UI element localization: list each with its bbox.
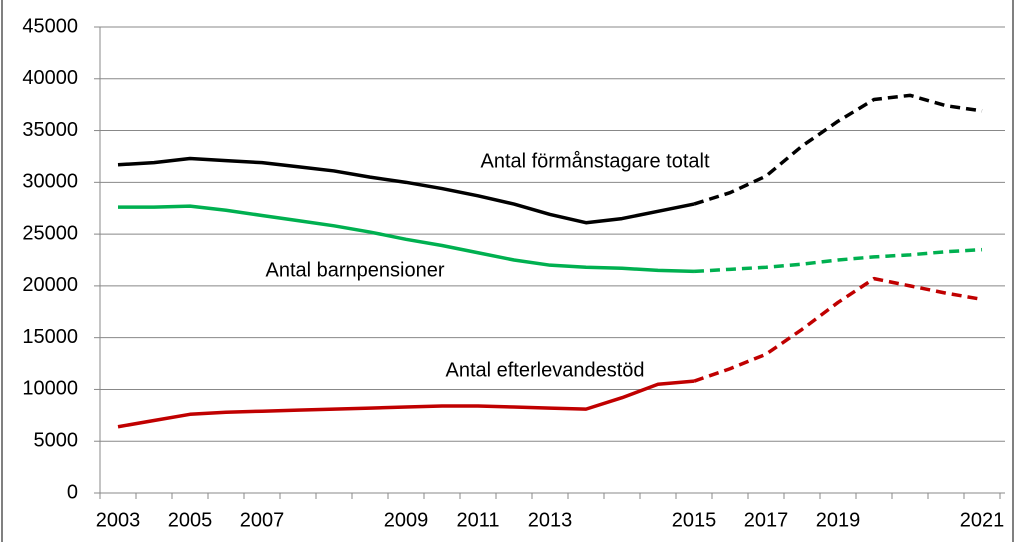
y-tick-label: 10000 <box>22 378 78 400</box>
y-tick-label: 35000 <box>22 119 78 141</box>
x-tick-label: 2021 <box>960 509 1005 531</box>
x-tick-label: 2011 <box>456 509 499 531</box>
y-tick-label: 20000 <box>22 274 78 296</box>
x-tick-label: 2013 <box>528 509 573 531</box>
x-tick-label: 2019 <box>816 509 861 531</box>
series-line <box>117 379 695 429</box>
series-line <box>693 247 983 274</box>
x-tick-label: 2015 <box>672 509 717 531</box>
y-tick-label: 15000 <box>22 326 78 348</box>
x-tick-label: 2017 <box>744 509 789 531</box>
series-line <box>693 93 983 206</box>
series-line <box>118 204 695 274</box>
y-tick-label: 5000 <box>34 430 79 452</box>
x-tick-label: 2007 <box>240 509 285 531</box>
annotation: Antal barnpensioner <box>265 259 444 281</box>
y-tick-label: 45000 <box>22 15 78 37</box>
x-tick-label: 2003 <box>96 509 141 531</box>
y-tick-label: 25000 <box>22 222 78 244</box>
y-tick-label: 40000 <box>22 67 78 89</box>
x-tick-label: 2005 <box>168 509 213 531</box>
series-line <box>117 156 695 225</box>
x-tick-label: 2009 <box>384 509 429 531</box>
y-tick-label: 30000 <box>22 171 78 193</box>
annotation: Antal förmånstagare totalt <box>480 150 709 172</box>
y-tick-label: 0 <box>67 481 78 503</box>
annotation: Antal efterlevandestöd <box>445 359 644 381</box>
series-line <box>693 276 983 383</box>
